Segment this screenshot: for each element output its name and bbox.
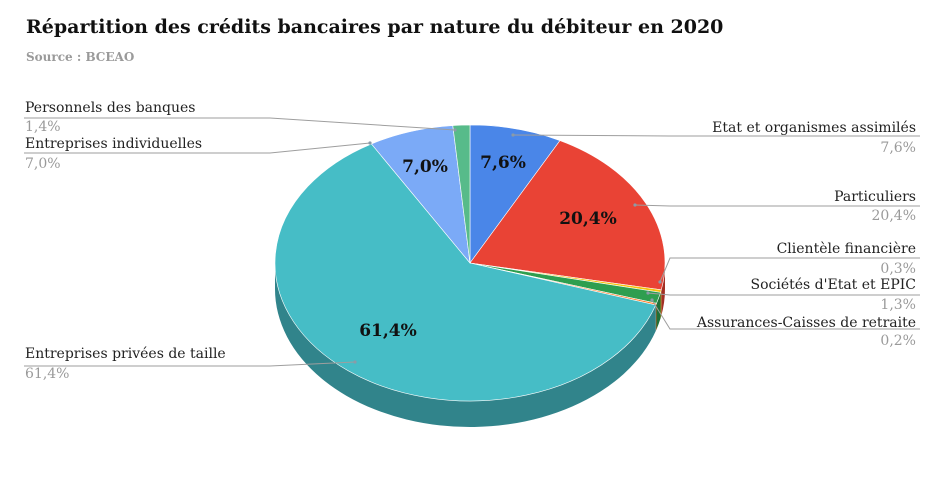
slice-assurances-caisses-de-retraite-label: Assurances-Caisses de retraite	[696, 315, 916, 331]
slice-etat-et-organismes-assimiles-percent: 7,6%	[880, 140, 916, 156]
slice-etat-et-organismes-assimiles-value-label: 7,6%	[480, 153, 526, 173]
slice-entreprises-individuelles-label: Entreprises individuelles	[25, 136, 202, 152]
slice-particuliers-label: Particuliers	[834, 189, 916, 205]
slice-entreprises-privees-de-taille-value-label: 61,4%	[359, 321, 417, 341]
slice-entreprises-individuelles-value-label: 7,0%	[402, 157, 448, 177]
slice-entreprises-privees-de-taille-leader-dot	[353, 360, 357, 364]
slice-clientele-financiere-percent: 0,3%	[880, 261, 916, 277]
slice-entreprises-privees-de-taille-label: Entreprises privées de taille	[25, 346, 226, 362]
slice-assurances-caisses-de-retraite-leader-dot	[650, 298, 654, 302]
slice-entreprises-individuelles-leader-line	[24, 142, 371, 154]
slice-assurances-caisses-de-retraite-leader-line	[651, 299, 920, 330]
slice-societes-d-etat-et-epic-leader-dot	[646, 291, 650, 295]
slice-entreprises-privees-de-taille[interactable]	[274, 143, 657, 402]
slice-assurances-caisses-de-retraite-percent: 0,2%	[880, 333, 916, 349]
slice-etat-et-organismes-assimiles[interactable]	[469, 124, 561, 264]
slice-personnels-des-banques-leader-line	[24, 117, 456, 131]
slice-societes-d-etat-et-epic-label: Sociétés d'Etat et EPIC	[751, 277, 917, 293]
slice-entreprises-privees-de-taille-leader-line	[24, 361, 356, 367]
slice-particuliers-side	[661, 263, 665, 316]
slice-clientele-financiere-side	[660, 289, 662, 319]
slice-assurances-caisses-de-retraite-side	[655, 303, 657, 331]
chart-source: Source : BCEAO	[26, 50, 135, 64]
slice-clientele-financiere-leader-dot	[658, 280, 662, 284]
slice-personnels-des-banques[interactable]	[452, 124, 471, 264]
slice-etat-et-organismes-assimiles-leader-line	[512, 134, 920, 137]
callout-labels: Etat et organismes assimilés 7,6% Particul…	[24, 100, 920, 382]
slice-personnels-des-banques-leader-dot	[453, 128, 457, 132]
slice-societes-d-etat-et-epic-percent: 1,3%	[880, 297, 916, 313]
slice-entreprises-individuelles-leader-dot	[368, 141, 372, 145]
slice-entreprises-privees-de-taille-side	[275, 263, 656, 428]
slice-personnels-des-banques-percent: 1,4%	[25, 119, 61, 135]
slice-societes-d-etat-et-epic-leader-line	[647, 292, 920, 296]
slice-personnels-des-banques-label: Personnels des banques	[25, 100, 195, 116]
slice-entreprises-privees-de-taille-percent: 61,4%	[25, 366, 69, 382]
chart-title: Répartition des crédits bancaires par na…	[26, 16, 724, 38]
slice-particuliers-leader-line	[634, 204, 920, 207]
slice-particuliers-leader-dot	[633, 203, 637, 207]
slice-etat-et-organismes-assimiles-label: Etat et organismes assimilés	[712, 120, 916, 136]
slice-particuliers-value-label: 20,4%	[559, 209, 617, 229]
slice-etat-et-organismes-assimiles-leader-dot	[511, 133, 515, 137]
slice-clientele-financiere-label: Clientèle financière	[777, 241, 916, 257]
slice-clientele-financiere-leader-line	[659, 257, 920, 283]
pie-top	[274, 124, 666, 402]
slice-particuliers-percent: 20,4%	[872, 208, 916, 224]
slice-entreprises-individuelles-percent: 7,0%	[25, 156, 61, 172]
